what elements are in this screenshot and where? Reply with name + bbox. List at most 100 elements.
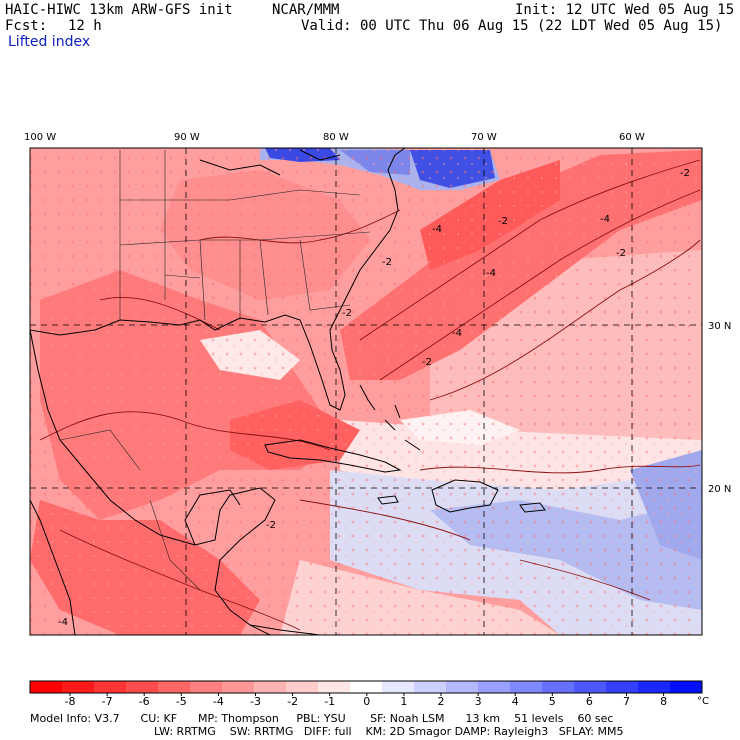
valid-time: Valid: 00 UTC Thu 06 Aug 15 (22 LDT Wed … — [301, 18, 723, 34]
colorbar-swatch — [382, 681, 415, 693]
colorbar-tick-label: 7 — [623, 695, 630, 708]
model-title: HAIC-HIWC 13km ARW-GFS init — [5, 2, 233, 18]
forecast-hour: 12 h — [68, 18, 102, 34]
latitude-labels: 30 N 20 N — [708, 321, 731, 495]
contour-line — [429, 239, 701, 401]
border-line — [149, 499, 201, 591]
border-line — [299, 239, 351, 311]
field-name: Lifted index — [8, 34, 91, 50]
lon-label-60w: 60 W — [619, 132, 645, 143]
contour-label: -4 — [58, 617, 68, 628]
colorbar-swatch — [30, 681, 63, 693]
contour-label: -4 — [600, 214, 610, 225]
baja-area — [30, 499, 76, 635]
colorbar-swatch — [638, 681, 671, 693]
lat-label-30n: 30 N — [708, 321, 731, 332]
lat-label-20n: 20 N — [708, 484, 731, 495]
contour-line — [99, 296, 221, 331]
border-line — [59, 429, 141, 471]
colorbar-swatch — [254, 681, 287, 693]
jamaica — [377, 495, 399, 505]
colorbar-swatch — [510, 681, 543, 693]
lon-label-70w: 70 W — [471, 132, 497, 143]
contour-label: -4 — [452, 328, 462, 339]
colorbar-tick-label: 8 — [660, 695, 667, 708]
colorbar-swatch — [606, 681, 639, 693]
longitude-labels: 100 W 90 W 80 W 70 W 60 W — [24, 132, 645, 143]
yucatan — [184, 489, 241, 546]
hispaniola — [431, 479, 499, 513]
contour-label: -2 — [342, 308, 352, 319]
colorbar-swatch — [318, 681, 351, 693]
colorbar-tick-label: -7 — [102, 695, 113, 708]
us-gulf-coast — [30, 148, 406, 411]
contour-label: -2 — [680, 168, 690, 179]
mexico-coast — [30, 329, 276, 635]
colorbar-tick-label: 5 — [549, 695, 556, 708]
model-info-line2: LW: RRTMG SW: RRTMG DIFF: full KM: 2D Sm… — [154, 725, 624, 738]
colorbar-tick-label: -5 — [176, 695, 187, 708]
colorbar-tick-label: 2 — [438, 695, 445, 708]
bahamas — [359, 384, 421, 451]
contour-line — [419, 464, 701, 474]
contour-label: -2 — [498, 216, 508, 227]
colorbar-swatch — [94, 681, 127, 693]
lon-label-80w: 80 W — [323, 132, 349, 143]
colorbar-swatch — [350, 681, 383, 693]
state-borders — [59, 150, 371, 591]
colorbar-swatch — [62, 681, 95, 693]
contour-label: -4 — [432, 224, 442, 235]
contour-line — [359, 159, 701, 341]
colorbar-swatch — [190, 681, 223, 693]
colorbar-tick-label: -4 — [213, 695, 224, 708]
convective-texture — [30, 148, 702, 635]
contours — [39, 159, 701, 631]
lon-label-100w: 100 W — [24, 132, 56, 143]
great-lakes — [199, 149, 341, 176]
contour-line — [519, 559, 651, 601]
border-line — [259, 239, 269, 316]
map-frame — [29, 147, 703, 636]
colorbar-tick-label: -3 — [250, 695, 261, 708]
colorbar-tick-label: -6 — [139, 695, 150, 708]
contour-line — [39, 411, 331, 451]
colorbar-tick-label: 1 — [400, 695, 407, 708]
puerto-rico — [519, 502, 546, 513]
border-line — [120, 189, 361, 201]
coastlines — [30, 148, 546, 635]
colorbar-swatch — [478, 681, 511, 693]
colorbar-swatch — [670, 681, 703, 693]
model-info-line1: Model Info: V3.7 CU: KF MP: Thompson PBL… — [30, 712, 614, 725]
colorbar-tick-label: -8 — [65, 695, 76, 708]
cuba — [264, 439, 402, 473]
colorbar-unit: °C — [697, 696, 709, 707]
colorbar-tick-label: -2 — [287, 695, 298, 708]
colorbar-swatch — [158, 681, 191, 693]
colorbar-swatch — [126, 681, 159, 693]
colorbar-swatch — [574, 681, 607, 693]
colorbar-tick-label: 4 — [512, 695, 519, 708]
border-line — [164, 274, 201, 279]
colorbar-tick-label: 0 — [363, 695, 370, 708]
contour-label: -4 — [486, 268, 496, 279]
contour-label: -2 — [616, 248, 626, 259]
organization: NCAR/MMM — [272, 2, 340, 18]
contour-line — [299, 499, 471, 541]
colorbar-swatch — [414, 681, 447, 693]
central-america — [249, 624, 321, 635]
colorbar-swatch — [222, 681, 255, 693]
colorbar-swatch — [286, 681, 319, 693]
contour-label: -2 — [422, 357, 432, 368]
border-line — [199, 239, 206, 321]
contour-line — [199, 209, 401, 244]
contour-label: -2 — [266, 520, 276, 531]
colorbar-tick-label: 6 — [586, 695, 593, 708]
colorbar: -8 -7 -6 -5 -4 -3 -2 -1 0 1 2 3 4 5 6 7 8 — [29, 680, 703, 708]
colorbar-swatch — [542, 681, 575, 693]
forecast-label: Fcst: — [5, 18, 48, 34]
contour-labels: -2 -4 -2 -4 -2 -4 -2 -2 -4 -2 -2 -4 — [58, 168, 690, 628]
contour-label: -2 — [382, 257, 392, 268]
colorbar-swatch — [446, 681, 479, 693]
init-time: Init: 12 UTC Wed 05 Aug 15 — [515, 2, 735, 18]
